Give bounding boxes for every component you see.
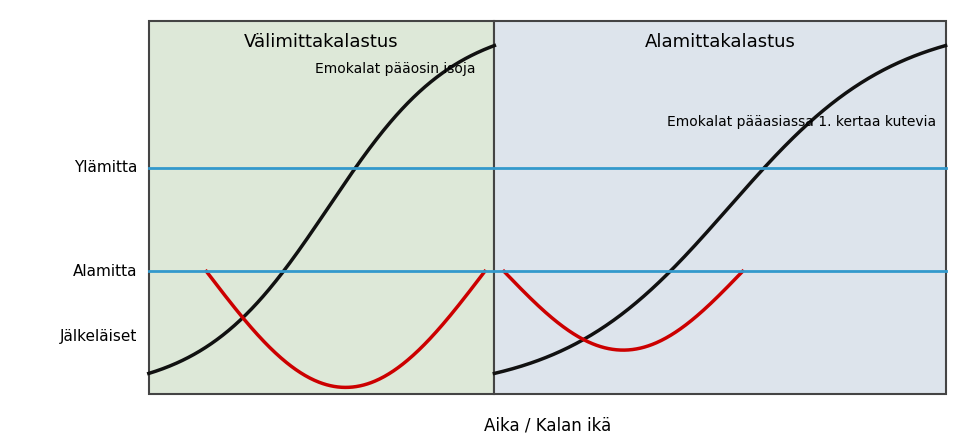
Bar [149,21,494,394]
Text: Emokalat pääosin isoja: Emokalat pääosin isoja [315,62,475,76]
Text: Alamittakalastus: Alamittakalastus [644,33,796,51]
Text: Emokalat pääasiassa 1. kertaa kutevia: Emokalat pääasiassa 1. kertaa kutevia [667,115,936,129]
Text: Jälkeläiset: Jälkeläiset [60,329,137,344]
Text: Välimittakalastus: Välimittakalastus [244,33,399,51]
Text: Aika / Kalan ikä: Aika / Kalan ikä [484,416,611,434]
Text: Ylämitta: Ylämitta [74,160,137,175]
Bar [494,21,946,394]
Text: Alamitta: Alamitta [73,264,137,279]
